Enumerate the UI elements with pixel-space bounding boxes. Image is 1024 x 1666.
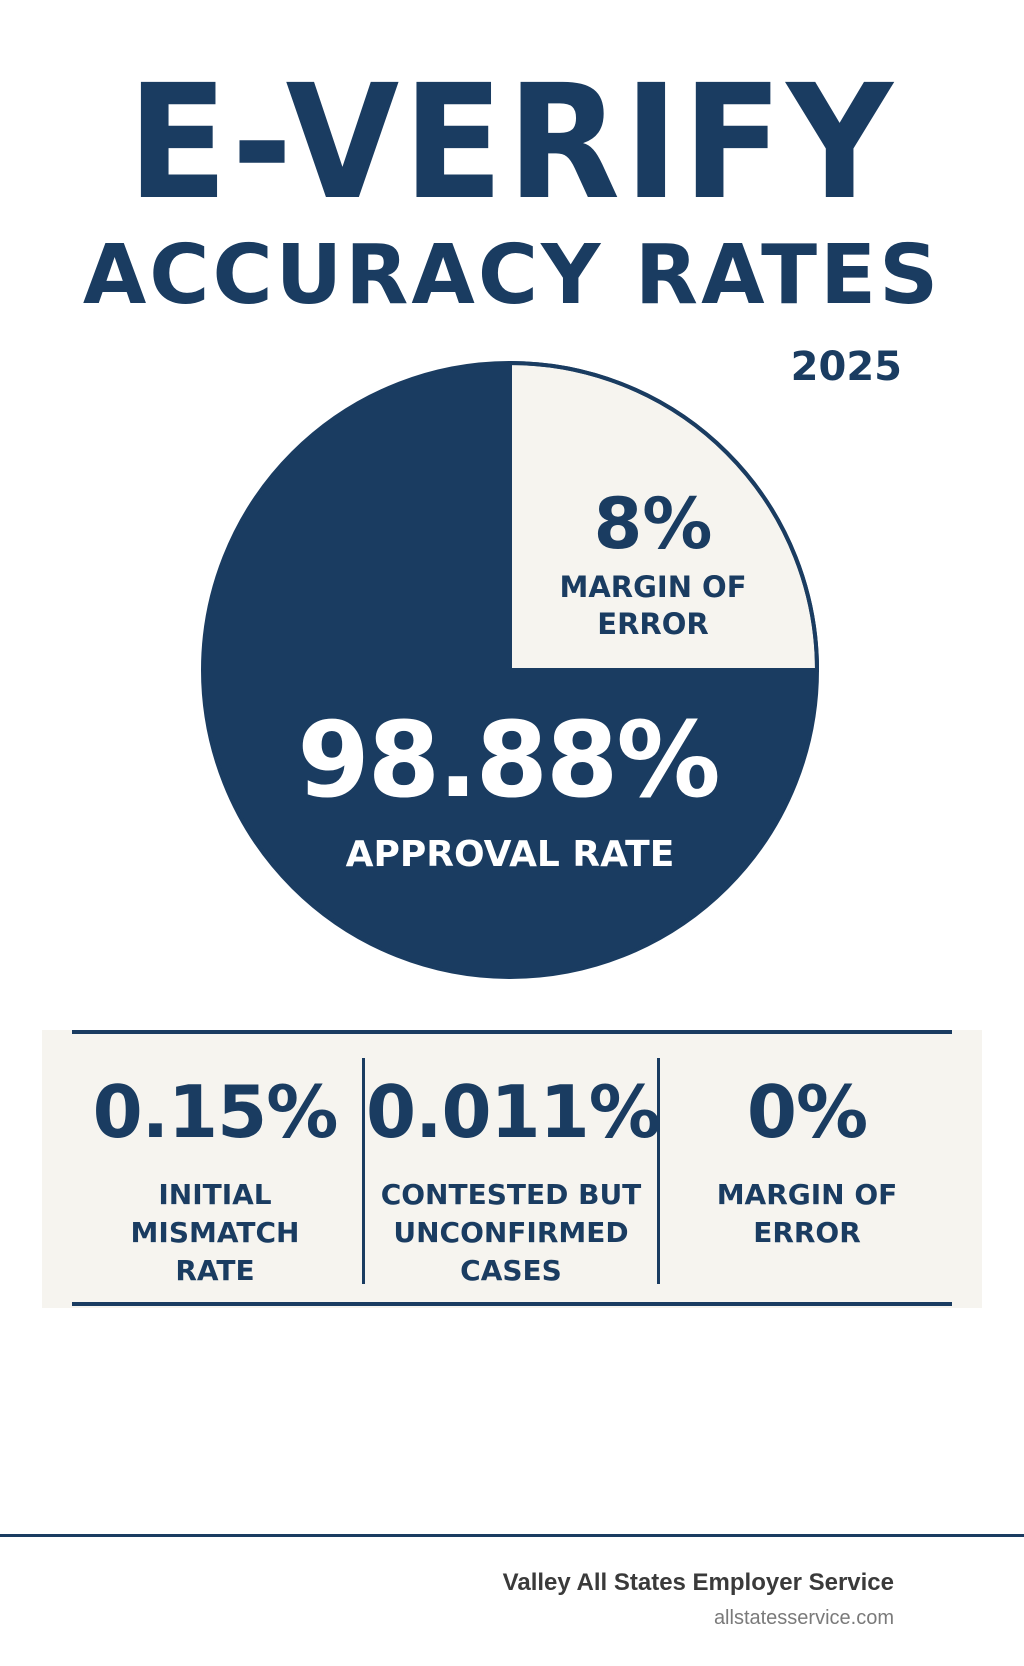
stat-label-line: MISMATCH xyxy=(130,1216,300,1249)
stat-label-line: ERROR xyxy=(753,1216,861,1249)
stat-label: INITIAL MISMATCH RATE xyxy=(72,1176,358,1290)
pie-label-margin-text: ERROR xyxy=(597,607,708,641)
year-label: 2025 xyxy=(790,344,902,390)
stat-value: 0.15% xyxy=(92,1070,339,1154)
stats-bottom-rule xyxy=(72,1302,952,1306)
pie-label-approval-value: 98.88% xyxy=(297,699,718,821)
stat-value: 0.011% xyxy=(366,1070,661,1154)
pie-label-approval-text: APPROVAL RATE xyxy=(346,834,675,875)
stats-divider-2 xyxy=(657,1058,660,1284)
stat-label: MARGIN OF ERROR xyxy=(662,1176,952,1252)
stat-label: CONTESTED BUT UNCONFIRMED CASES xyxy=(366,1176,656,1290)
stat-value: 0% xyxy=(746,1070,868,1154)
stat-margin-of-error: 0% MARGIN OF ERROR xyxy=(662,1070,952,1252)
stat-label-line: MARGIN OF xyxy=(716,1178,898,1211)
stats-band xyxy=(42,1030,982,1308)
pie-outline xyxy=(201,361,819,979)
stat-label-line: CONTESTED BUT xyxy=(380,1178,642,1211)
page-title: E-VERIFY xyxy=(127,51,897,235)
stat-label-line: CASES xyxy=(460,1254,562,1287)
stat-label-line: INITIAL xyxy=(158,1178,272,1211)
pie-label-margin-value: 8% xyxy=(594,483,713,565)
stat-label-line: RATE xyxy=(175,1254,255,1287)
footer-rule xyxy=(0,1534,1024,1537)
stat-initial-mismatch: 0.15% INITIAL MISMATCH RATE xyxy=(72,1070,358,1290)
pie-label-margin-text: MARGIN OF xyxy=(559,570,746,604)
stat-label-line: UNCONFIRMED xyxy=(393,1216,629,1249)
stats-top-rule xyxy=(72,1030,952,1034)
stat-contested-unconfirmed: 0.011% CONTESTED BUT UNCONFIRMED CASES xyxy=(366,1070,661,1290)
footer-company: Valley All States Employer Service xyxy=(502,1569,894,1596)
page-subtitle: ACCURACY RATES xyxy=(82,228,942,323)
footer-url: allstatesservice.com xyxy=(713,1607,894,1629)
stats-divider-1 xyxy=(362,1058,365,1284)
